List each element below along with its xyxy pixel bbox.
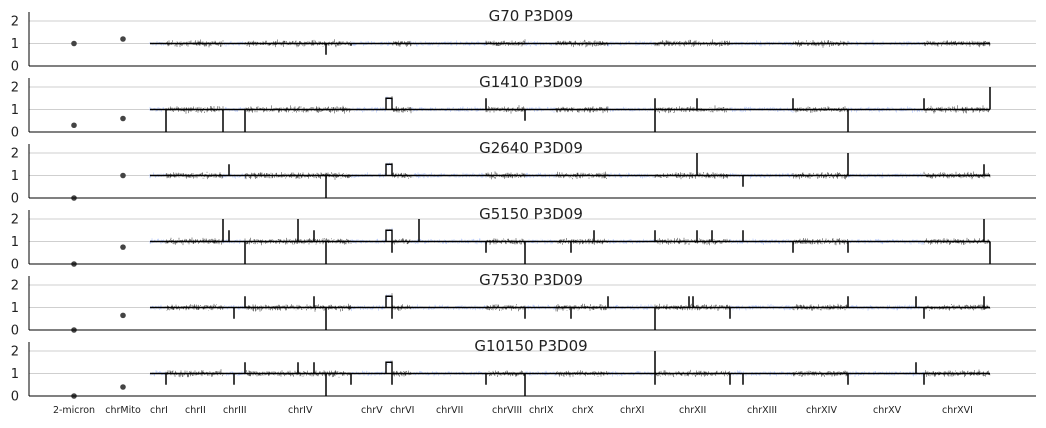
chromosome-label: chrIX	[529, 405, 554, 416]
panel-title: G2640 P3D09	[479, 139, 583, 157]
y-tick-label: 2	[11, 81, 19, 96]
copy-point-chrMito	[120, 244, 126, 250]
amplification-segment	[385, 97, 393, 110]
x-tick-label: chrMito	[105, 405, 141, 416]
copy-point-chrMito	[120, 172, 126, 179]
y-tick-label: 0	[11, 390, 19, 405]
coverage-trace	[391, 162, 412, 179]
panel: 0 1 2 G5150 P3D09	[11, 205, 1036, 273]
panel-title: G7530 P3D09	[479, 271, 583, 289]
copy-point-2-micron	[71, 122, 77, 129]
y-tick-label: 1	[11, 103, 19, 118]
y-tick-label: 0	[11, 126, 19, 141]
y-tick-label: 1	[11, 169, 19, 184]
panel: 0 1 2 G1410 P3D09	[11, 73, 1036, 141]
chromosome-label: chrVIII	[492, 405, 522, 416]
chromosome-label: chrII	[185, 405, 206, 416]
amplification-segment	[385, 361, 393, 374]
chromosome-label: chrX	[572, 405, 594, 416]
panel: 0 1 2 G10150 P3D09	[11, 337, 1036, 405]
panel-title: G5150 P3D09	[479, 205, 583, 223]
y-tick-label: 1	[11, 301, 19, 316]
panel-title: G10150 P3D09	[474, 337, 587, 355]
amplification-segment	[385, 229, 393, 242]
y-tick-label: 2	[11, 213, 19, 228]
coverage-trace	[391, 360, 412, 377]
chromosome-label: chrXIII	[747, 405, 777, 416]
chromosome-label: chrXVI	[942, 405, 973, 416]
chromosome-label: chrI	[150, 405, 168, 416]
y-tick-label: 2	[11, 147, 19, 162]
panel-title: G1410 P3D09	[479, 73, 583, 91]
coverage-trace	[391, 230, 412, 245]
chromosome-label: chrXII	[679, 405, 706, 416]
y-tick-label: 2	[11, 279, 19, 294]
panel: 0 1 2 G2640 P3D09	[11, 139, 1036, 207]
y-tick-label: 2	[11, 15, 19, 30]
coverage-trace	[485, 39, 526, 47]
chromosome-label: chrXI	[620, 405, 644, 416]
copy-point-chrMito	[120, 115, 126, 122]
copy-point-chrMito	[120, 312, 126, 319]
x-tick-labels: 2-micron chrMito chrI chrII chrIII chrIV chrV c…	[53, 405, 973, 416]
x-tick-label: 2-micron	[53, 405, 95, 416]
panel: 0 1 2 G70 P3D09	[11, 7, 1036, 75]
copy-point-2-micron	[71, 40, 77, 47]
y-tick-label: 0	[11, 192, 19, 207]
copy-point-chrMito	[120, 384, 126, 390]
coverage-trace	[391, 96, 412, 114]
copy-point-chrMito	[120, 36, 126, 42]
chromosome-label: chrXV	[873, 405, 902, 416]
y-tick-label: 1	[11, 367, 19, 382]
y-tick-label: 0	[11, 60, 19, 75]
chromosome-label: chrVI	[390, 405, 414, 416]
panel-title: G70 P3D09	[489, 7, 574, 25]
amplification-segment	[385, 295, 393, 308]
y-tick-label: 2	[11, 345, 19, 360]
y-tick-label: 0	[11, 324, 19, 339]
amplification-segment	[385, 163, 393, 176]
chromosome-label: chrXIV	[806, 405, 837, 416]
y-tick-label: 1	[11, 37, 19, 52]
panel: 0 1 2 G7530 P3D09	[11, 271, 1036, 339]
chromosome-label: chrV	[361, 405, 383, 416]
y-tick-label: 0	[11, 258, 19, 273]
chromosome-label: chrIV	[288, 405, 313, 416]
chromosome-label: chrIII	[223, 405, 247, 416]
y-tick-label: 1	[11, 235, 19, 250]
coverage-trace	[391, 293, 412, 311]
chromosome-label: chrVII	[436, 405, 463, 416]
